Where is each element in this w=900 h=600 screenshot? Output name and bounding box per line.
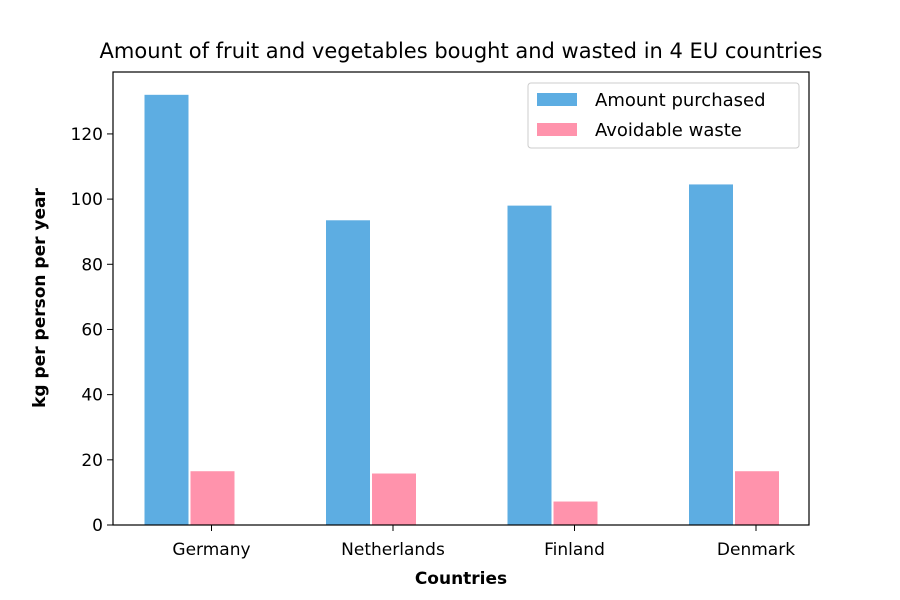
- bar-avoidable-waste-germany: [190, 471, 235, 525]
- y-tick-label: 60: [81, 320, 103, 340]
- bar-avoidable-waste-netherlands: [372, 473, 416, 525]
- bar-amount-purchased-germany: [144, 94, 189, 525]
- x-tick-label-finland: Finland: [544, 540, 605, 560]
- y-tick-label: 80: [81, 255, 103, 275]
- y-tick-label: 100: [71, 190, 103, 210]
- bars-group: [144, 94, 779, 526]
- x-tick-label-germany: Germany: [172, 540, 250, 560]
- x-axis-label: Countries: [415, 569, 507, 589]
- bar-amount-purchased-netherlands: [326, 220, 370, 525]
- bar-avoidable-waste-finland: [553, 501, 598, 525]
- x-tick-label-denmark: Denmark: [717, 540, 795, 560]
- legend-label-avoidable-waste: Avoidable waste: [595, 120, 742, 141]
- legend-swatch-amount-purchased: [537, 93, 577, 106]
- bar-avoidable-waste-denmark: [735, 471, 779, 525]
- y-tick-label: 20: [81, 451, 103, 471]
- y-axis-label: kg per person per year: [30, 188, 50, 408]
- bar-amount-purchased-finland: [507, 205, 552, 525]
- legend-swatch-avoidable-waste: [537, 123, 577, 136]
- x-axis: Germany Netherlands Finland Denmark: [172, 525, 795, 560]
- y-axis: 0 20 40 60 80 100 120: [71, 125, 113, 536]
- y-tick-label: 120: [71, 125, 103, 145]
- y-tick-label: 40: [81, 386, 103, 406]
- plot-frame: [112, 71, 810, 526]
- x-tick-label-netherlands: Netherlands: [341, 540, 445, 560]
- bar-amount-purchased-denmark: [689, 184, 733, 526]
- legend-label-amount-purchased: Amount purchased: [595, 90, 766, 111]
- chart-title: Amount of fruit and vegetables bought an…: [100, 39, 823, 63]
- legend: Amount purchased Avoidable waste: [527, 82, 800, 149]
- y-tick-label: 0: [92, 516, 103, 536]
- legend-frame: [527, 82, 800, 149]
